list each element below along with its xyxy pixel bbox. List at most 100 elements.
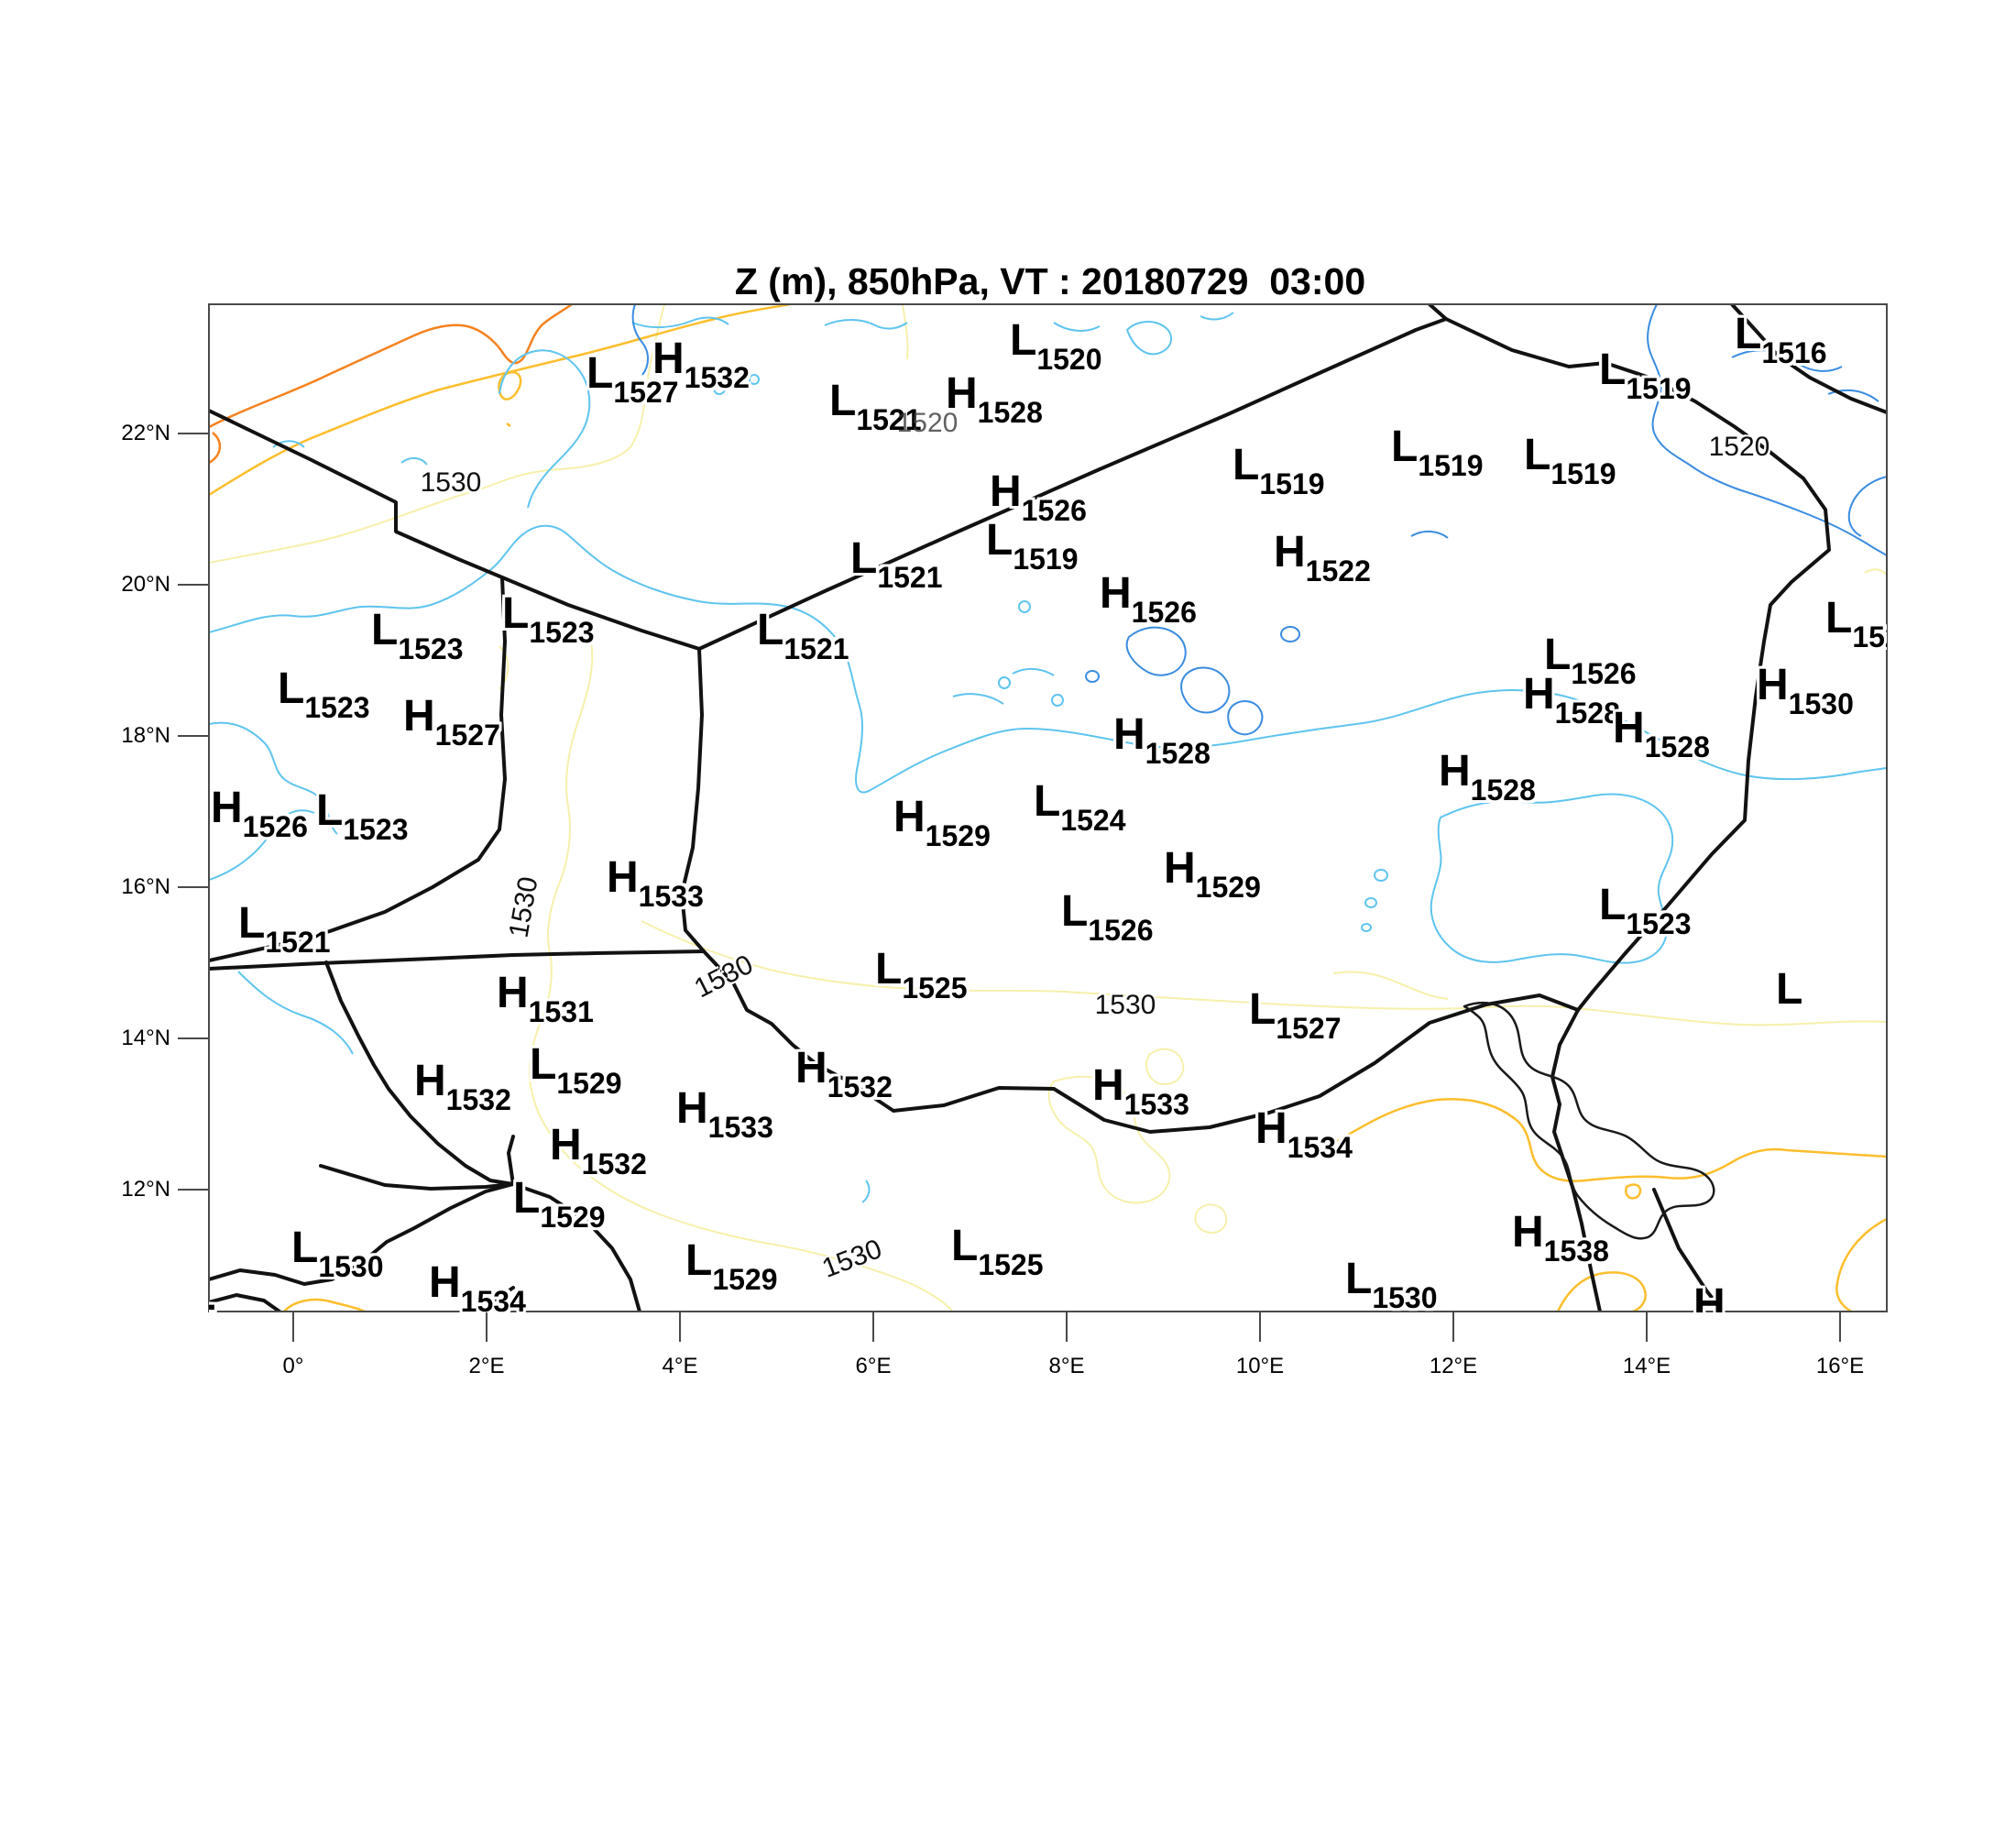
pressure-value: 1532 — [684, 361, 750, 394]
pressure-center-label-L1523: L 1523 — [371, 609, 464, 664]
pale-yellow-contours — [209, 304, 1887, 1312]
pressure-center-label-L1521: L 1521 — [829, 377, 922, 435]
lon-tick-label: 2°E — [468, 1354, 505, 1378]
pressure-center-label-L1529: L 1529 — [530, 1043, 622, 1099]
pressure-center-label-H1528: H 1528 — [946, 372, 1043, 428]
pressure-center-label-H1528: H 1528 — [1113, 713, 1211, 769]
pressure-value: 1528 — [1470, 774, 1536, 807]
pressure-center-label-L1519: L 1519 — [986, 519, 1079, 575]
pressure-letter: L — [1233, 441, 1260, 489]
pressure-value: 1526 — [1088, 914, 1154, 947]
pressure-letter: H — [990, 467, 1022, 516]
lon-tick-label: 8°E — [1048, 1354, 1085, 1378]
lon-tick-label: 6°E — [855, 1354, 892, 1378]
contour-value-label: 1530 — [503, 874, 544, 940]
pressure-center-label-L-clipped: L — [1776, 968, 1802, 1012]
pressure-value: 1532 — [581, 1147, 647, 1180]
light-blue-contours — [209, 312, 1887, 1203]
pressure-value: 1526 — [242, 810, 308, 843]
pressure-letter: L — [1524, 431, 1551, 479]
pressure-center-label-L1521: L 1521 — [238, 902, 331, 958]
pressure-center-label-L1523: L 1523 — [316, 789, 409, 845]
pressure-letter: H — [211, 784, 243, 832]
pressure-letter: L — [1034, 777, 1061, 826]
contour-value-label: 1530 — [817, 1234, 886, 1284]
pressure-letter: L — [1345, 1255, 1373, 1303]
pressure-value: 1526 — [1131, 596, 1197, 629]
pressure-letter: L — [829, 377, 857, 425]
pressure-value: 1521 — [265, 926, 331, 959]
pressure-value: 1529 — [925, 819, 991, 852]
map-frame — [208, 303, 1888, 1312]
pressure-letter: L — [1776, 965, 1803, 1014]
pressure-letter: L — [1735, 310, 1762, 358]
pressure-letter: H — [1255, 1104, 1287, 1153]
pressure-letter: L — [875, 945, 903, 993]
pressure-center-label-H1527: H 1527 — [403, 692, 500, 751]
pressure-value: 1532 — [445, 1083, 511, 1116]
pressure-letter: H — [1757, 661, 1789, 709]
pressure-center-label-L1519: L 1519 — [1391, 423, 1484, 481]
pressure-value: 1532 — [827, 1070, 893, 1103]
pressure-letter: L — [1599, 881, 1627, 929]
pressure-center-label-H1533: H 1533 — [1092, 1064, 1189, 1120]
pressure-center-label-H1530: H 1530 — [1757, 661, 1854, 719]
pressure-center-label-H1532: H 1532 — [414, 1059, 511, 1115]
pressure-letter: L — [291, 1224, 319, 1272]
lon-tick-label: 4°E — [662, 1354, 698, 1378]
contour-value-label: 1530 — [1094, 990, 1156, 1020]
pressure-center-label-L1529: L 1529 — [685, 1239, 778, 1295]
pressure-center-label-L1527: L 1527 — [586, 349, 679, 408]
pressure-center-label-H1534: H 1534 — [429, 1261, 526, 1313]
pressure-center-label-H1526: H 1526 — [990, 467, 1087, 526]
pressure-letter: L — [1544, 631, 1572, 679]
pressure-center-label-L1523: L 1523 — [502, 592, 595, 648]
pressure-letter: L — [586, 349, 614, 398]
pressure-value: 1538 — [1543, 1235, 1609, 1268]
pressure-center-label-L1516: L 1516 — [1735, 310, 1827, 368]
pressure-value: 1527 — [1276, 1012, 1342, 1045]
pressure-center-label-L1520: L 1520 — [1010, 319, 1102, 375]
pressure-center-label-L1529: L 1529 — [513, 1174, 606, 1233]
pressure-value: 1528 — [977, 396, 1043, 429]
orange-contours — [209, 304, 573, 465]
pressure-center-label-L-clipped: L — [209, 1274, 215, 1313]
pressure-center-label-H1526: H 1526 — [1100, 569, 1197, 628]
pressure-letter: L — [850, 534, 878, 583]
pressure-value: 1529 — [540, 1201, 606, 1234]
pressure-center-label-H1528: H 1528 — [1439, 750, 1536, 806]
pressure-center-label-L1530: L 1530 — [291, 1224, 384, 1282]
pressure-value: 1519 — [1259, 467, 1325, 500]
pressure-letter: H — [795, 1044, 827, 1092]
pressure-center-label-H1534: H 1534 — [1255, 1104, 1353, 1163]
pressure-center-label-L1527: L 1527 — [1249, 988, 1342, 1044]
map-labels-layer: L 1527 H 1532 L 1521 H 1528 L 1520 H 1526 L 1519 L 1521… — [209, 304, 1887, 1313]
pressure-letter: H — [550, 1121, 582, 1169]
pressure-letter: L — [1391, 423, 1419, 471]
pressure-value: 1519 — [1013, 543, 1079, 576]
pressure-letter: L — [951, 1222, 979, 1270]
pressure-letter: H — [893, 793, 926, 841]
pressure-letter: L — [757, 606, 784, 654]
pressure-center-label-H1531: H 1531 — [497, 971, 594, 1027]
pressure-value: 1527 — [434, 719, 500, 752]
pressure-letter: H — [1100, 569, 1132, 618]
pressure-letter: L — [513, 1174, 541, 1223]
pressure-center-label-H1526: H 1526 — [211, 784, 308, 842]
lat-tick-label: 12°N — [121, 1177, 170, 1202]
lon-tick-label: 16°E — [1815, 1354, 1865, 1378]
pressure-center-label-L1525: L 1525 — [875, 945, 968, 1004]
pressure-value: 1531 — [528, 995, 594, 1028]
pressure-value: 1523 — [343, 813, 409, 846]
pressure-center-label-L1519: L 1519 — [1599, 348, 1692, 404]
lat-tick-label: 22°N — [121, 421, 170, 445]
pressure-center-label-H1533: H 1533 — [607, 856, 704, 912]
pressure-value: 1528 — [1554, 697, 1620, 730]
pressure-value: 1534 — [460, 1285, 526, 1312]
pressure-center-label-L1525: L 1525 — [951, 1222, 1044, 1280]
pressure-value: 152 — [1852, 620, 1887, 653]
pressure-value: 1519 — [1550, 457, 1616, 490]
pressure-center-label-L1524: L 1524 — [1034, 777, 1126, 836]
pressure-letter: H — [403, 692, 435, 741]
pressure-letter: L — [278, 664, 305, 713]
